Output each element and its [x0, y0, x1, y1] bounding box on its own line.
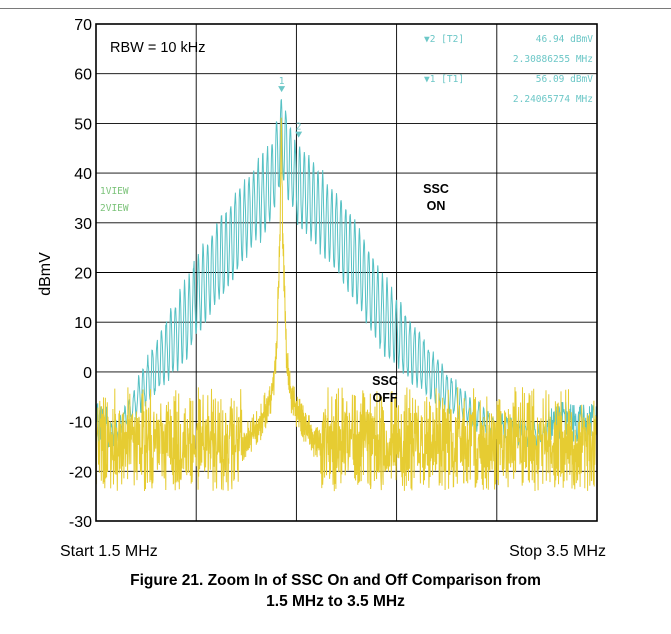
ssc-on-label-1: SSC [423, 182, 449, 196]
rbw-annotation: RBW = 10 kHz [110, 40, 205, 56]
marker-2-number: 2 [296, 122, 302, 133]
y-tick-label: 30 [74, 216, 92, 233]
top-rule [0, 8, 671, 9]
marker-2-freq: 2.30886255 MHz [513, 54, 593, 65]
trace-label-2: 2VIEW [100, 203, 129, 214]
y-tick-label: 50 [74, 116, 92, 133]
marker-1-label: ▼1 [T1] [424, 74, 464, 85]
y-tick-label: 60 [74, 67, 92, 84]
series-ssc-on [95, 99, 598, 449]
marker-1-freq: 2.24065774 MHz [513, 94, 593, 105]
spectrum-chart: 70 60 50 40 30 20 10 0 -10 -20 -30 dBmV RBW = 10 k… [37, 17, 606, 560]
marker-1-number: 1 [279, 76, 285, 87]
y-axis-label: dBmV [37, 252, 54, 296]
y-tick-label: -20 [69, 464, 92, 481]
y-tick-labels: 70 60 50 40 30 20 10 0 -10 -20 -30 [69, 17, 92, 531]
caption-line-2: 1.5 MHz to 3.5 MHz [266, 593, 405, 610]
trace-label-1: 1VIEW [100, 186, 129, 197]
caption-line-1: Figure 21. Zoom In of SSC On and Off Com… [130, 572, 541, 589]
figure-caption: Figure 21. Zoom In of SSC On and Off Com… [0, 570, 671, 612]
y-tick-label: -30 [69, 514, 92, 531]
marker-2-level: 46.94 dBmV [536, 34, 593, 45]
y-tick-label: 20 [74, 266, 92, 283]
traces [95, 99, 598, 492]
ssc-off-label-2: OFF [373, 391, 398, 405]
trace-markers: 21 [278, 76, 303, 138]
series-ssc-off [95, 117, 598, 492]
marker-1-level: 56.09 dBmV [536, 74, 593, 85]
ssc-off-label-1: SSC [372, 374, 398, 388]
plot-frame [95, 23, 598, 522]
marker-1-triangle [278, 86, 286, 93]
y-tick-label: 0 [83, 365, 92, 382]
y-tick-label: 70 [74, 17, 92, 34]
x-stop-label: Stop 3.5 MHz [509, 543, 606, 560]
y-tick-label: 10 [74, 315, 92, 332]
x-start-label: Start 1.5 MHz [60, 543, 158, 560]
y-tick-label: -10 [69, 415, 92, 432]
ssc-on-label-2: ON [427, 199, 446, 213]
marker-2-triangle [295, 131, 303, 138]
marker-2-label: ▼2 [T2] [424, 34, 464, 45]
y-tick-label: 40 [74, 166, 92, 183]
